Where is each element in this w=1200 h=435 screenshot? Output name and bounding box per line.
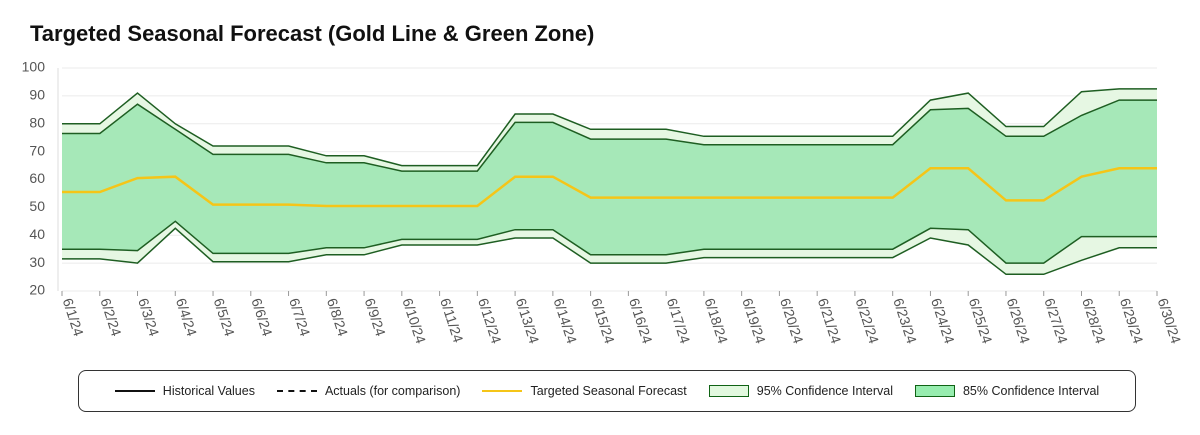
x-tick-label: 6/17/24 xyxy=(664,296,694,346)
x-tick-label: 6/11/24 xyxy=(437,296,466,345)
x-tick-label: 6/21/24 xyxy=(815,296,845,346)
legend-label: Actuals (for comparison) xyxy=(324,384,461,398)
x-tick-label: 6/10/24 xyxy=(399,296,429,346)
x-tick-label: 6/18/24 xyxy=(702,296,732,346)
x-tick-label: 6/27/24 xyxy=(1041,296,1071,346)
legend-item: 95% Confidence Interval xyxy=(708,384,893,398)
band-area xyxy=(62,100,1157,264)
legend-item: Actuals (for comparison) xyxy=(276,384,461,398)
y-tick-label: 70 xyxy=(29,142,45,158)
x-tick-label: 6/30/24 xyxy=(1155,296,1185,346)
x-tick-label: 6/16/24 xyxy=(626,296,656,346)
band-upper xyxy=(62,88,1157,167)
x-tick-label: 6/19/24 xyxy=(739,296,769,346)
x-tick-label: 6/22/24 xyxy=(853,296,883,346)
y-tick-label: 30 xyxy=(29,254,45,270)
x-tick-label: 6/26/24 xyxy=(1004,296,1034,346)
legend-swatch xyxy=(114,390,155,392)
x-tick-label: 6/28/24 xyxy=(1079,296,1109,346)
x-tick-label: 6/8/24 xyxy=(324,296,351,338)
y-tick-label: 20 xyxy=(29,282,45,298)
y-tick-label: 60 xyxy=(29,170,45,186)
band-lower xyxy=(62,220,1157,264)
legend-swatch xyxy=(708,385,749,397)
y-tick-label: 100 xyxy=(22,59,46,75)
y-tick-label: 40 xyxy=(29,226,45,242)
legend-swatch xyxy=(914,385,955,397)
forecast-line xyxy=(62,167,1157,208)
x-tick-label: 6/23/24 xyxy=(890,296,920,346)
x-tick-label: 6/6/24 xyxy=(248,296,275,338)
x-tick-label: 6/14/24 xyxy=(550,296,580,346)
x-tick-label: 6/4/24 xyxy=(173,296,200,338)
chart: Targeted Seasonal Forecast (Gold Line & … xyxy=(22,21,1185,346)
x-tick-label: 6/1/24 xyxy=(60,296,87,338)
x-tick-label: 6/12/24 xyxy=(475,296,505,346)
y-tick-label: 90 xyxy=(29,87,45,103)
band-upper xyxy=(62,99,1157,172)
legend-label: Targeted Seasonal Forecast xyxy=(530,384,687,398)
x-tick-label: 6/25/24 xyxy=(966,296,996,346)
legend-item: Targeted Seasonal Forecast xyxy=(482,384,687,398)
x-tick-label: 6/3/24 xyxy=(135,296,162,338)
x-tick-label: 6/2/24 xyxy=(97,296,124,338)
legend: Historical Values Actuals (for comparison… xyxy=(78,370,1136,412)
x-tick-label: 6/5/24 xyxy=(211,296,238,338)
x-tick-label: 6/13/24 xyxy=(513,296,543,346)
chart-title: Targeted Seasonal Forecast (Gold Line & … xyxy=(30,21,594,46)
x-tick-label: 6/20/24 xyxy=(777,296,807,346)
legend-label: 95% Confidence Interval xyxy=(756,384,893,398)
legend-swatch xyxy=(276,390,317,392)
legend-item: 85% Confidence Interval xyxy=(914,384,1100,398)
legend-label: Historical Values xyxy=(162,384,255,398)
x-tick-label: 6/15/24 xyxy=(588,296,618,346)
x-tick-label: 6/7/24 xyxy=(286,296,313,338)
legend-label: 85% Confidence Interval xyxy=(962,384,1100,398)
y-tick-label: 80 xyxy=(29,114,45,130)
legend-item: Historical Values xyxy=(114,384,255,398)
band-lower xyxy=(62,227,1157,276)
x-tick-label: 6/24/24 xyxy=(928,296,958,346)
legend-swatch xyxy=(482,390,523,392)
x-tick-label: 6/9/24 xyxy=(362,296,389,338)
x-tick-label: 6/29/24 xyxy=(1117,296,1147,346)
y-tick-label: 50 xyxy=(29,198,45,214)
